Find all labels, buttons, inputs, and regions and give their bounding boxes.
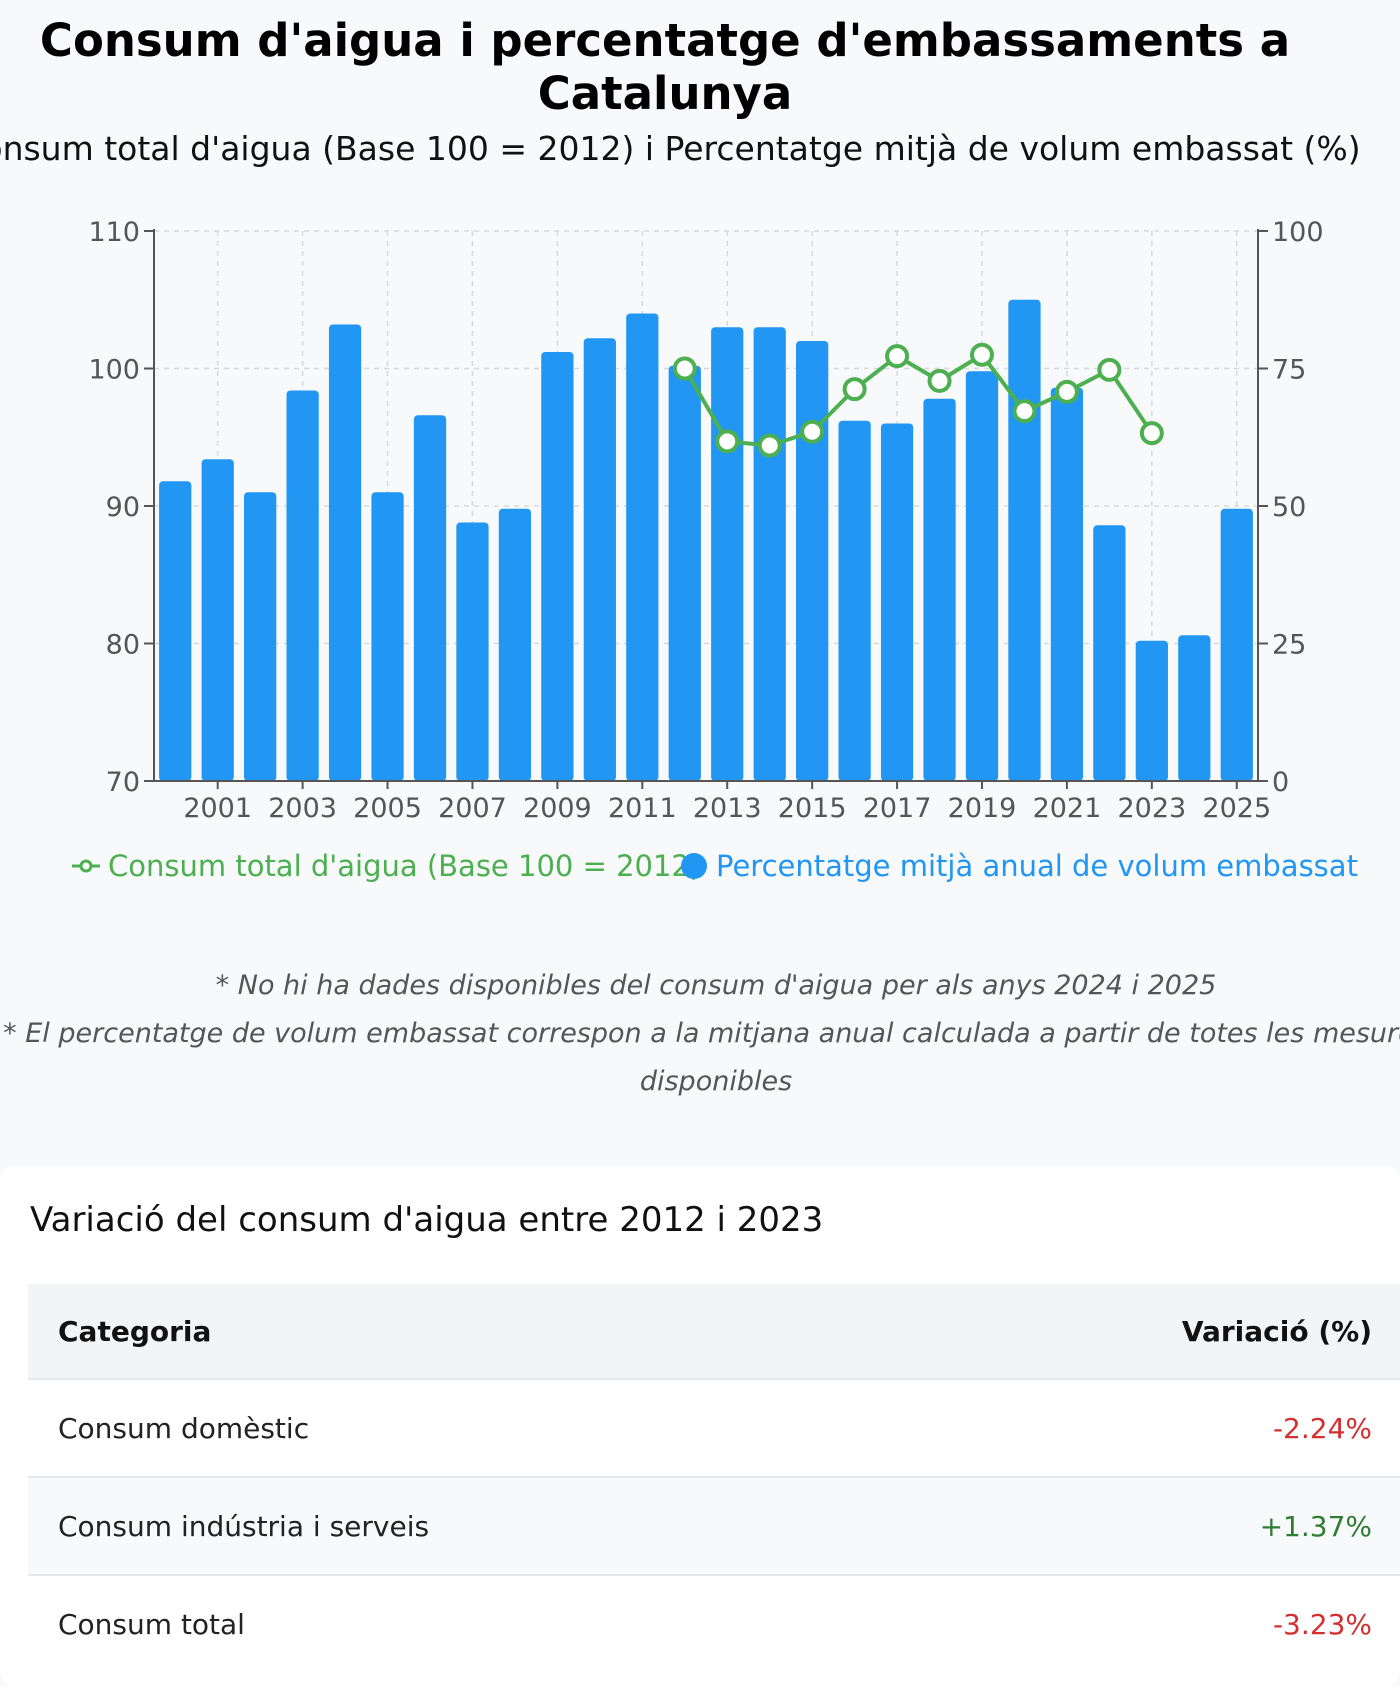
row-category: Consum indústria i serveis <box>28 1476 899 1575</box>
bar <box>753 327 786 781</box>
y-right-tick-label: 25 <box>1272 630 1306 661</box>
bar <box>371 492 404 781</box>
row-category: Consum domèstic <box>28 1378 899 1477</box>
y-axis-left-label: Consum total (Base 100 = 2012) <box>32 110 63 506</box>
y-right-tick-label: 75 <box>1272 355 1306 386</box>
x-tick-label: 2011 <box>608 793 677 824</box>
row-category: Consum total <box>28 1574 899 1672</box>
combo-chart: Consum total d'aigua (Base 100 = 2012) i… <box>0 110 1361 883</box>
line-point <box>800 419 825 444</box>
x-tick-label: 2023 <box>1117 793 1186 824</box>
x-tick-label: 2025 <box>1202 793 1271 824</box>
note-no-data: * No hi ha dades disponibles del consum … <box>215 970 1217 1001</box>
y-left-tick-label: 90 <box>106 492 140 523</box>
chart-title: Consum total d'aigua (Base 100 = 2012) i… <box>0 129 1361 168</box>
x-tick-label: 2013 <box>693 793 762 824</box>
x-tick-label: 2019 <box>948 793 1017 824</box>
bar <box>838 420 871 781</box>
table-row: Consum domèstic -2.24% <box>28 1378 1400 1477</box>
bar <box>1008 299 1041 781</box>
bar <box>796 341 829 781</box>
x-tick-label: 2009 <box>523 793 592 824</box>
x-tick-label: 2015 <box>778 793 847 824</box>
bar <box>498 508 532 781</box>
bar <box>1178 635 1211 781</box>
header-variation: Variació (%) <box>898 1284 1400 1379</box>
bar <box>626 313 659 781</box>
row-variation: -3.23% <box>898 1574 1400 1672</box>
y-right-tick-label: 50 <box>1272 492 1306 523</box>
page-title: Consum d'aigua i percentatge d'embassame… <box>39 14 1291 120</box>
bar <box>1135 640 1168 781</box>
line-point <box>757 433 782 458</box>
legend-line-label: Consum total d'aigua (Base 100 = 2012) <box>108 849 701 883</box>
bar <box>413 415 447 781</box>
bar <box>286 390 319 781</box>
line-point <box>927 368 952 393</box>
line-point <box>970 342 994 367</box>
line-point <box>885 344 910 369</box>
x-tick-label: 2003 <box>268 793 337 824</box>
legend-line-marker <box>79 859 93 873</box>
table-row: Consum total -3.23% <box>28 1574 1400 1672</box>
bar <box>456 522 489 781</box>
y-left-tick-label: 70 <box>106 767 140 798</box>
x-tick-label: 2005 <box>353 793 422 824</box>
variation-table: Categoria Variació (%) Consum domèstic -… <box>28 1284 1400 1672</box>
note-average: * El percentatge de volum embassat corre… <box>3 1018 1400 1049</box>
x-tick-label: 2017 <box>863 793 932 824</box>
x-tick-label: 2007 <box>438 793 507 824</box>
bar <box>880 423 914 781</box>
line-point <box>1097 357 1122 382</box>
line-point <box>1054 379 1079 404</box>
x-tick-label: 2001 <box>183 793 252 824</box>
bar <box>583 338 616 781</box>
bar <box>668 365 701 781</box>
note-average-continued: disponibles <box>639 1066 793 1097</box>
bar <box>923 398 956 781</box>
y-left-tick-label: 110 <box>88 217 140 248</box>
bar <box>711 327 744 781</box>
y-left-tick-label: 100 <box>88 355 140 386</box>
legend-bar-label: Percentatge mitjà anual de volum embassa… <box>716 849 1358 883</box>
line-point <box>1012 399 1037 424</box>
table-header-row: Categoria Variació (%) <box>28 1284 1400 1379</box>
line-point <box>672 356 697 381</box>
row-variation: -2.24% <box>898 1378 1400 1477</box>
table-title: Variació del consum d'aigua entre 2012 i… <box>30 1200 824 1240</box>
bar <box>244 492 277 781</box>
y-right-tick-label: 100 <box>1272 217 1324 248</box>
y-right-tick-label: 0 <box>1272 767 1289 798</box>
line-point <box>1139 421 1164 446</box>
y-left-tick-label: 80 <box>106 630 140 661</box>
bar <box>201 459 234 781</box>
x-tick-label: 2021 <box>1033 793 1102 824</box>
line-point <box>842 377 867 402</box>
bar <box>328 324 362 781</box>
bar <box>1093 525 1126 781</box>
bar <box>1050 387 1084 781</box>
legend-bar-swatch <box>681 853 707 879</box>
row-variation: +1.37% <box>898 1476 1400 1575</box>
header-category: Categoria <box>28 1284 899 1379</box>
table-row: Consum indústria i serveis +1.37% <box>28 1476 1400 1575</box>
bar <box>1220 508 1253 781</box>
bar <box>159 481 192 781</box>
bar <box>965 371 999 781</box>
line-point <box>715 429 740 454</box>
bar <box>541 352 574 781</box>
